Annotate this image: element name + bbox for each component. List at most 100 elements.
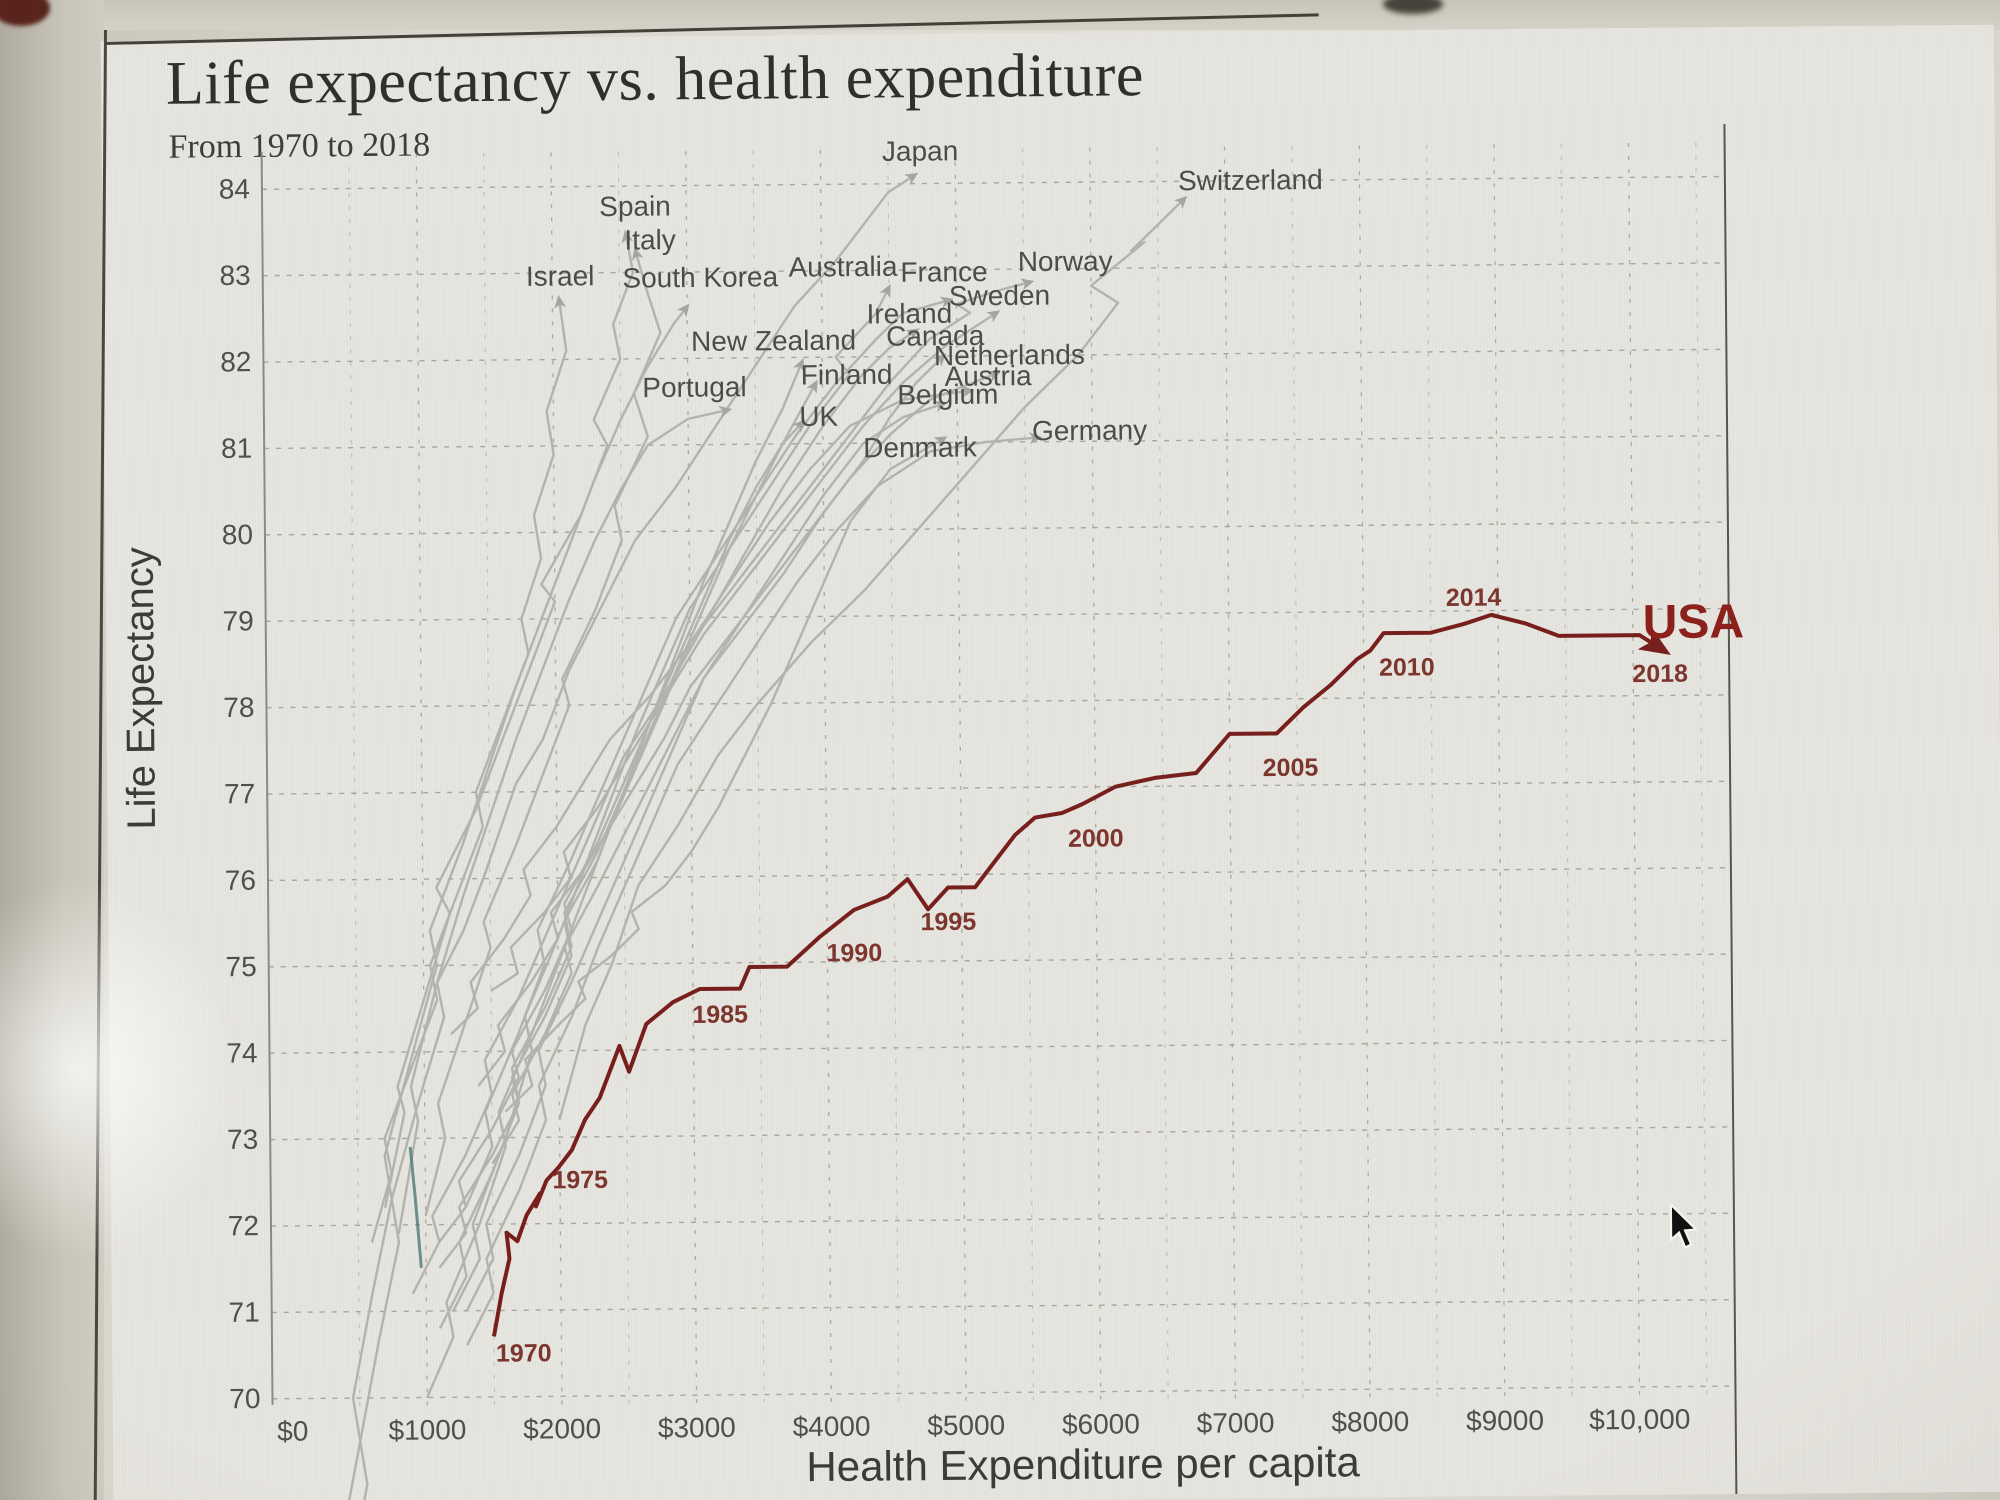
usa-year-label-1985: 1985 [692,1001,748,1029]
country-label-australia: Australia [788,251,898,283]
country-line-ireland[interactable] [404,328,924,1295]
usa-line[interactable] [488,612,1671,1337]
x-tick-label: $3000 [658,1412,736,1444]
h-gridline [263,348,1727,363]
country-label-france: France [900,256,987,288]
v-gridline [1291,145,1304,1398]
country-label-belgium: Belgium [897,379,998,411]
x-tick-label: $1000 [388,1414,466,1446]
v-gridline [415,153,428,1406]
country-label-uk: UK [799,401,838,432]
x-tick-label: $9000 [1466,1405,1544,1437]
h-gridline [270,1212,1734,1227]
country-line-japan[interactable] [390,172,924,1234]
country-line-uk[interactable] [432,419,810,1243]
h-gridline [267,866,1731,882]
country-line-spain[interactable] [377,229,641,1208]
country-label-spain: Spain [599,190,671,222]
chart-canvas[interactable]: 70 71 72 73 74 75 76 77 78 79 80 81 82 83 84 $0 $1000 $20… [101,25,2000,1500]
y-tick-label: 74 [226,1037,257,1068]
country-line-new-zealand[interactable] [432,357,810,1269]
usa-year-label-1975: 1975 [552,1166,608,1194]
v-gridline [1156,147,1169,1400]
country-label-south-korea: South Korea [622,261,778,293]
country-line-netherlands[interactable] [472,370,1003,1087]
country-line-finland[interactable] [432,379,824,1329]
country-line-south-korea[interactable] [330,303,698,1500]
x-tick-label: $10,000 [1589,1403,1690,1435]
country-line-canada[interactable] [485,353,950,1165]
y-tick-label: 78 [223,692,254,723]
y-tick-label: 82 [220,346,251,377]
usa-label: USA [1642,595,1744,649]
v-gridline [1089,147,1102,1400]
y-tick-label: 72 [228,1210,259,1241]
v-gridline [483,152,496,1405]
country-label-portugal: Portugal [642,371,747,403]
h-gridline [266,694,1730,709]
v-gridline [954,148,967,1401]
h-gridline [262,262,1726,277]
country-line-belgium[interactable] [459,400,952,1312]
country-line-sweden[interactable] [485,310,1003,992]
photo-top-smudge [1383,0,1443,14]
country-line-australia[interactable] [444,283,897,1312]
country-line-austria[interactable] [418,385,979,1398]
v-gridline [550,152,563,1405]
y-tick-label: 79 [222,605,253,636]
x-tick-label: $5000 [927,1409,1005,1441]
y-tick-label: 71 [228,1297,259,1328]
country-label-netherlands: Netherlands [934,339,1085,371]
v-gridline [1425,144,1439,1397]
country-line-denmark[interactable] [500,436,950,1113]
y-tick-label: 83 [219,260,250,291]
country-label-switzerland: Switzerland [1178,164,1323,196]
y-tick-label: 70 [229,1383,260,1414]
country-label-germany: Germany [1032,414,1147,446]
usa-year-label-1995: 1995 [920,908,976,936]
h-gridline [264,521,1728,536]
v-gridline [887,149,900,1402]
country-label-sweden: Sweden [949,280,1050,312]
y-axis-line [260,151,274,1405]
y-tick-label: 81 [221,433,252,464]
x-tick-label: $8000 [1331,1406,1409,1438]
h-gridline [268,953,1732,968]
photo-top-margin [0,0,2000,30]
v-gridline [1695,142,1708,1395]
country-label-japan: Japan [882,135,959,167]
h-gridline [271,1298,1735,1314]
y-tick-label: 75 [225,951,256,982]
usa-year-label-2018: 2018 [1632,660,1688,688]
h-gridline [261,175,1725,190]
country-label-canada: Canada [886,320,985,352]
country-label-norway: Norway [1018,245,1113,277]
y-tick-label: 76 [225,865,256,896]
usa-year-label-2014: 2014 [1446,584,1502,612]
x-tick-label: $6000 [1062,1408,1140,1440]
y-tick-label: 84 [219,173,250,204]
chart-page: Life expectancy vs. health expenditure F… [100,24,2000,1500]
usa-year-label-1970: 1970 [496,1339,552,1367]
v-gridline [1493,144,1506,1397]
country-line-portugal[interactable] [338,405,739,1500]
h-gridline [264,435,1728,450]
y-tick-label: 73 [227,1124,258,1155]
country-label-ireland: Ireland [866,298,952,330]
v-gridline [1223,146,1237,1399]
country-label-italy: Italy [624,224,676,255]
h-gridline [269,1039,1733,1054]
usa-year-label-2000: 2000 [1068,824,1124,852]
country-line-switzerland[interactable] [551,195,1192,1121]
v-gridline [1627,142,1641,1395]
usa-year-label-1990: 1990 [826,939,882,967]
teal-line-fragment [408,1146,423,1269]
country-label-denmark: Denmark [863,431,978,463]
h-gridline [265,607,1729,622]
x-axis-title: Health Expenditure per capita [806,1438,1360,1491]
h-gridline [270,1126,1734,1141]
v-gridline [1021,148,1035,1401]
y-tick-label: 77 [224,778,255,809]
v-gridline [348,154,361,1407]
h-gridline [272,1385,1736,1400]
